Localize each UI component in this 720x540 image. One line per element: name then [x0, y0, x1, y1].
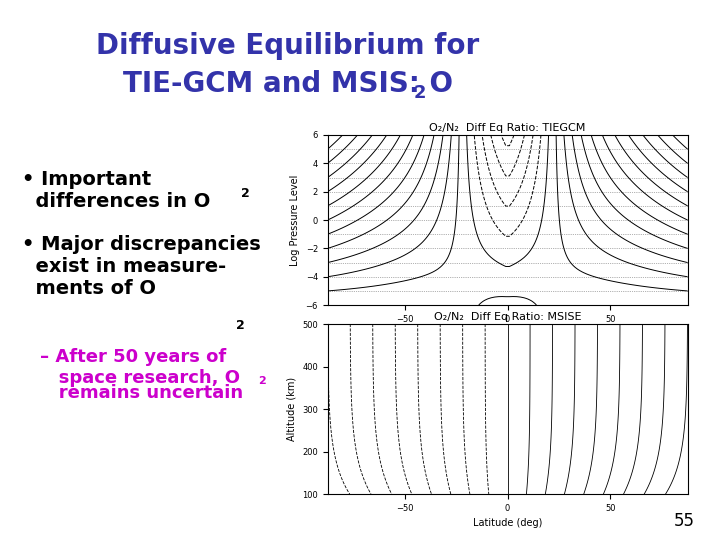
Title: O₂/N₂  Diff Eq Ratio: TIEGCM: O₂/N₂ Diff Eq Ratio: TIEGCM [429, 123, 586, 133]
Title: O₂/N₂  Diff Eq Ratio: MSISE: O₂/N₂ Diff Eq Ratio: MSISE [434, 312, 581, 322]
Y-axis label: Log Pressure Level: Log Pressure Level [290, 174, 300, 266]
X-axis label: Latitude (deg): Latitude (deg) [473, 518, 542, 528]
Text: 2: 2 [258, 376, 266, 386]
Text: 2: 2 [241, 187, 250, 200]
Text: TIE-GCM and MSIS: O: TIE-GCM and MSIS: O [123, 70, 453, 98]
Text: • Important
  differences in O: • Important differences in O [22, 170, 210, 211]
Y-axis label: Altitude (km): Altitude (km) [287, 377, 297, 441]
Text: remains uncertain: remains uncertain [40, 384, 243, 402]
Text: Diffusive Equilibrium for: Diffusive Equilibrium for [96, 32, 480, 60]
Text: • Major discrepancies
  exist in measure-
  ments of O: • Major discrepancies exist in measure- … [22, 235, 261, 298]
X-axis label: Latitude (deg): Latitude (deg) [473, 329, 542, 339]
Text: – After 50 years of
   space research, O: – After 50 years of space research, O [40, 348, 240, 387]
Text: 2: 2 [236, 319, 245, 332]
Text: 55: 55 [674, 512, 695, 530]
Text: 2: 2 [414, 84, 426, 102]
